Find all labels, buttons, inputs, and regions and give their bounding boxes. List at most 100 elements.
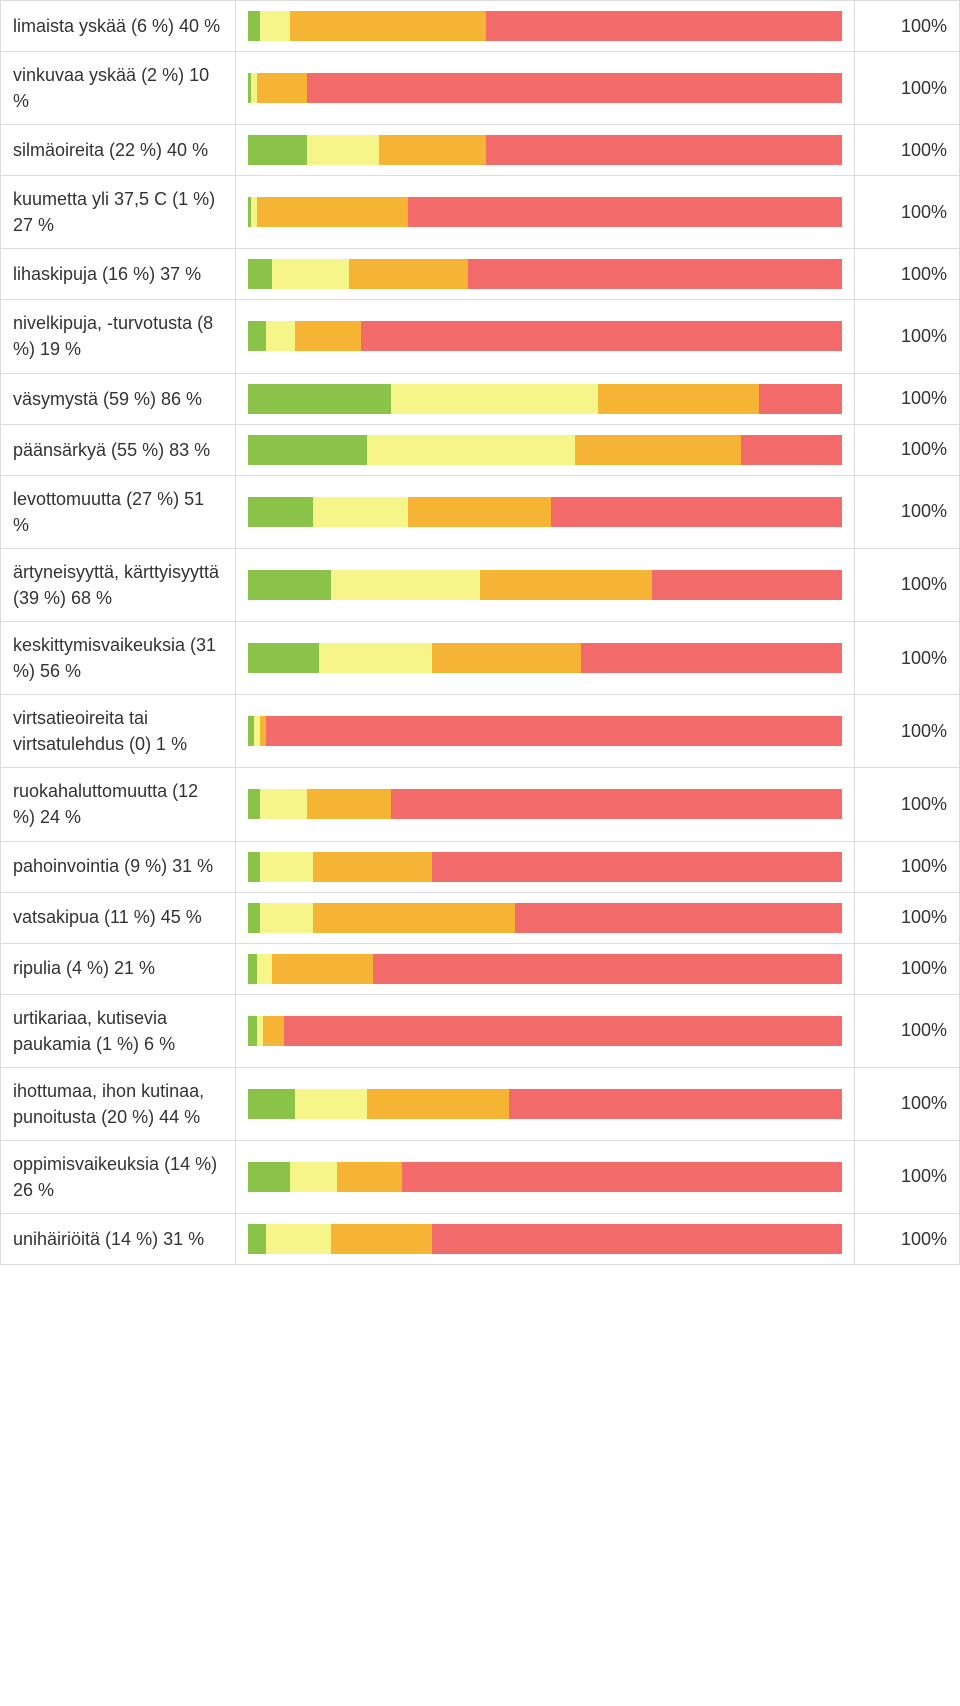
- bar-segment: [307, 135, 378, 165]
- bar-segment: [367, 435, 575, 465]
- stacked-bar: [248, 954, 842, 984]
- stacked-bar-cell: [235, 1067, 854, 1140]
- row-total-pct: 100%: [855, 475, 960, 548]
- bar-segment: [432, 1224, 842, 1254]
- stacked-bar-cell: [235, 841, 854, 892]
- bar-segment: [307, 789, 390, 819]
- table-row: limaista yskää (6 %) 40 %100%: [1, 1, 960, 52]
- bar-segment: [266, 321, 296, 351]
- row-total-pct: 100%: [855, 125, 960, 176]
- bar-segment: [313, 497, 408, 527]
- bar-segment: [515, 903, 842, 933]
- row-total-pct: 100%: [855, 841, 960, 892]
- table-row: nivelkipuja, -turvotusta (8 %) 19 %100%: [1, 300, 960, 373]
- bar-segment: [408, 197, 842, 227]
- bar-segment: [486, 135, 842, 165]
- row-label: silmäoireita (22 %) 40 %: [1, 125, 236, 176]
- table-row: urtikariaa, kutisevia paukamia (1 %) 6 %…: [1, 994, 960, 1067]
- bar-segment: [257, 73, 307, 103]
- bar-segment: [509, 1089, 842, 1119]
- row-total-pct: 100%: [855, 249, 960, 300]
- stacked-bar-cell: [235, 176, 854, 249]
- row-total-pct: 100%: [855, 621, 960, 694]
- bar-segment: [248, 321, 266, 351]
- table-row: ärtyneisyyttä, kärttyisyyttä (39 %) 68 %…: [1, 548, 960, 621]
- bar-segment: [551, 497, 842, 527]
- table-row: päänsärkyä (55 %) 83 %100%: [1, 424, 960, 475]
- stacked-bar-cell: [235, 768, 854, 841]
- table-row: keskittymisvaikeuksia (31 %) 56 % 100%: [1, 621, 960, 694]
- stacked-bar-cell: [235, 695, 854, 768]
- bar-segment: [307, 73, 842, 103]
- bar-segment: [260, 11, 290, 41]
- stacked-bar: [248, 852, 842, 882]
- stacked-bar: [248, 903, 842, 933]
- row-total-pct: 100%: [855, 994, 960, 1067]
- row-label: väsymystä (59 %) 86 %: [1, 373, 236, 424]
- bar-segment: [248, 435, 367, 465]
- bar-segment: [367, 1089, 510, 1119]
- row-label: vatsakipua (11 %) 45 %: [1, 892, 236, 943]
- bar-segment: [295, 321, 360, 351]
- bar-segment: [331, 1224, 432, 1254]
- bar-segment: [741, 435, 842, 465]
- table-row: silmäoireita (22 %) 40 % 100%: [1, 125, 960, 176]
- bar-segment: [266, 716, 842, 746]
- bar-segment: [313, 903, 515, 933]
- row-label: keskittymisvaikeuksia (31 %) 56 %: [1, 621, 236, 694]
- bar-segment: [432, 852, 842, 882]
- row-total-pct: 100%: [855, 1140, 960, 1213]
- row-label: ripulia (4 %) 21 %: [1, 943, 236, 994]
- bar-segment: [331, 570, 480, 600]
- row-label: virtsatieoireita tai virtsatulehdus (0) …: [1, 695, 236, 768]
- symptom-bar-table: limaista yskää (6 %) 40 %100%vinkuvaa ys…: [0, 0, 960, 1265]
- stacked-bar-cell: [235, 1214, 854, 1265]
- bar-segment: [361, 321, 842, 351]
- row-label: vinkuvaa yskää (2 %) 10 %: [1, 52, 236, 125]
- bar-segment: [248, 570, 331, 600]
- row-label: ihottumaa, ihon kutinaa, punoitusta (20 …: [1, 1067, 236, 1140]
- bar-segment: [248, 1162, 290, 1192]
- stacked-bar: [248, 643, 842, 673]
- table-row: levottomuutta (27 %) 51 % 100%: [1, 475, 960, 548]
- row-total-pct: 100%: [855, 52, 960, 125]
- stacked-bar-cell: [235, 548, 854, 621]
- row-total-pct: 100%: [855, 768, 960, 841]
- bar-segment: [295, 1089, 366, 1119]
- stacked-bar: [248, 11, 842, 41]
- row-label: urtikariaa, kutisevia paukamia (1 %) 6 %: [1, 994, 236, 1067]
- bar-segment: [408, 497, 551, 527]
- bar-segment: [759, 384, 842, 414]
- row-total-pct: 100%: [855, 892, 960, 943]
- table-row: pahoinvointia (9 %) 31 %100%: [1, 841, 960, 892]
- table-row: virtsatieoireita tai virtsatulehdus (0) …: [1, 695, 960, 768]
- stacked-bar: [248, 259, 842, 289]
- bar-segment: [266, 1224, 331, 1254]
- bar-segment: [391, 384, 599, 414]
- table-row: kuumetta yli 37,5 C (1 %) 27 %100%: [1, 176, 960, 249]
- row-total-pct: 100%: [855, 1214, 960, 1265]
- row-total-pct: 100%: [855, 373, 960, 424]
- bar-segment: [337, 1162, 402, 1192]
- row-label: lihaskipuja (16 %) 37 %: [1, 249, 236, 300]
- bar-segment: [598, 384, 758, 414]
- row-total-pct: 100%: [855, 943, 960, 994]
- bar-segment: [290, 1162, 338, 1192]
- bar-segment: [652, 570, 842, 600]
- stacked-bar: [248, 570, 842, 600]
- bar-segment: [391, 789, 843, 819]
- bar-segment: [373, 954, 842, 984]
- row-total-pct: 100%: [855, 1067, 960, 1140]
- stacked-bar-cell: [235, 424, 854, 475]
- stacked-bar: [248, 384, 842, 414]
- row-label: levottomuutta (27 %) 51 %: [1, 475, 236, 548]
- bar-segment: [379, 135, 486, 165]
- row-total-pct: 100%: [855, 695, 960, 768]
- stacked-bar-cell: [235, 1, 854, 52]
- bar-segment: [248, 1016, 257, 1046]
- row-label: oppimisvaikeuksia (14 %) 26 %: [1, 1140, 236, 1213]
- stacked-bar-cell: [235, 373, 854, 424]
- stacked-bar-cell: [235, 300, 854, 373]
- row-label: limaista yskää (6 %) 40 %: [1, 1, 236, 52]
- stacked-bar: [248, 1016, 842, 1046]
